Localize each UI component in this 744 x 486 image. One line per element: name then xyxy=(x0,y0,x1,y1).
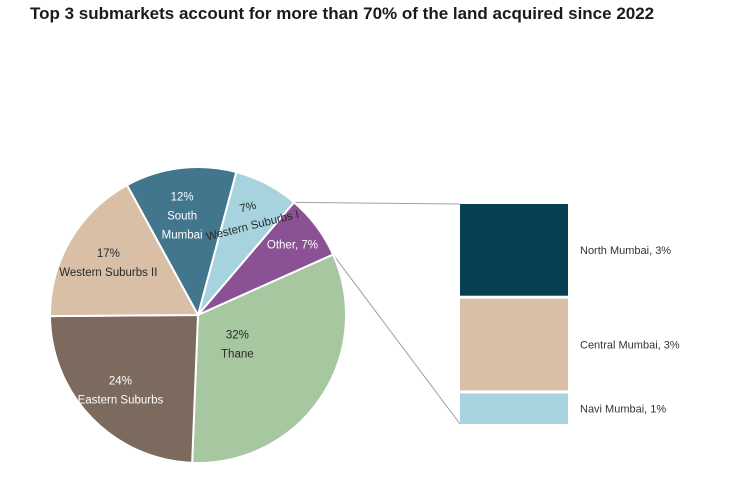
breakdown-segment-navi-mumbai xyxy=(460,393,568,424)
breakdown-label-navi-mumbai: Navi Mumbai, 1% xyxy=(580,404,666,416)
pie-label-other: Other, 7% xyxy=(267,239,318,251)
pie-label-south-mumbai: 12% South Mumbai xyxy=(162,192,203,242)
pie-slice-western-suburbs-ii xyxy=(48,183,200,318)
connector-lines xyxy=(294,201,461,425)
other-breakdown-bar: North Mumbai, 3% Central Mumbai, 3% Navi M… xyxy=(460,204,680,424)
connector-line-bottom xyxy=(332,254,461,425)
breakdown-label-central-mumbai: Central Mumbai, 3% xyxy=(580,340,680,352)
pie-slices xyxy=(48,166,347,464)
chart-title: Top 3 submarkets account for more than 7… xyxy=(30,4,655,23)
breakdown-segment-central-mumbai xyxy=(460,298,568,391)
pie-label-western-suburbs-ii: 17% Western Suburbs II xyxy=(59,248,157,279)
pie-label-eastern-suburbs: 24% Eastern Suburbs xyxy=(78,376,164,407)
connector-line-top xyxy=(294,201,461,205)
pie-slice-thane xyxy=(191,253,347,464)
pie-slice-eastern-suburbs xyxy=(48,313,200,464)
breakdown-label-north-mumbai: North Mumbai, 3% xyxy=(580,245,671,257)
pie-slice-south-mumbai xyxy=(125,166,238,318)
pie-label-thane: 32% Thane xyxy=(221,329,254,360)
breakdown-segment-north-mumbai xyxy=(460,204,568,296)
